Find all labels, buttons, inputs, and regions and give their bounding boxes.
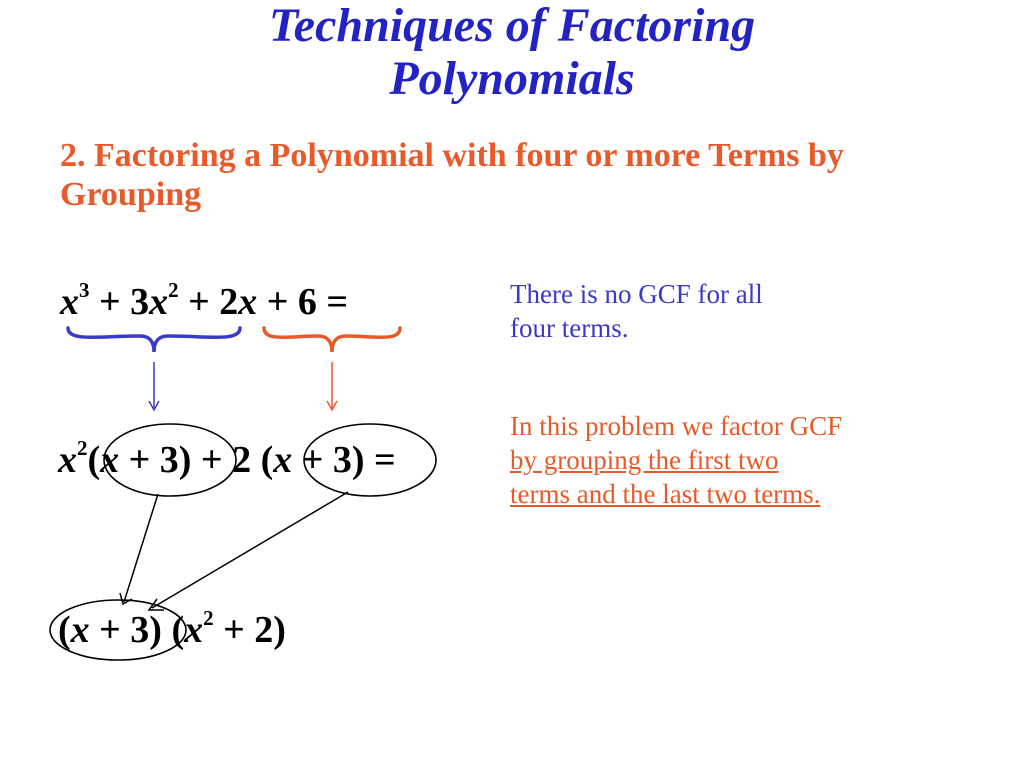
title-line2: Polynomials xyxy=(0,53,1024,106)
note-grouping: In this problem we factor GCF by groupin… xyxy=(510,410,842,511)
equation-1: x3 + 3x2 + 2x + 6 = xyxy=(60,280,348,324)
note-gcf-line1: There is no GCF for all xyxy=(510,278,763,312)
subtitle: 2. Factoring a Polynomial with four or m… xyxy=(0,128,1024,214)
page-title: Techniques of Factoring Polynomials xyxy=(0,0,1024,106)
grouping-braces xyxy=(50,322,470,432)
note-grouping-line3: terms and the last two terms. xyxy=(510,478,842,512)
slide: Techniques of Factoring Polynomials 2. F… xyxy=(0,0,1024,760)
equation-3: (x + 3) (x2 + 2) xyxy=(58,608,286,652)
title-line1: Techniques of Factoring xyxy=(0,0,1024,53)
note-gcf-line2: four terms. xyxy=(510,312,763,346)
note-gcf: There is no GCF for all four terms. xyxy=(510,278,763,346)
note-grouping-line2: by grouping the first two xyxy=(510,444,842,478)
note-grouping-line1: In this problem we factor GCF xyxy=(510,410,842,444)
